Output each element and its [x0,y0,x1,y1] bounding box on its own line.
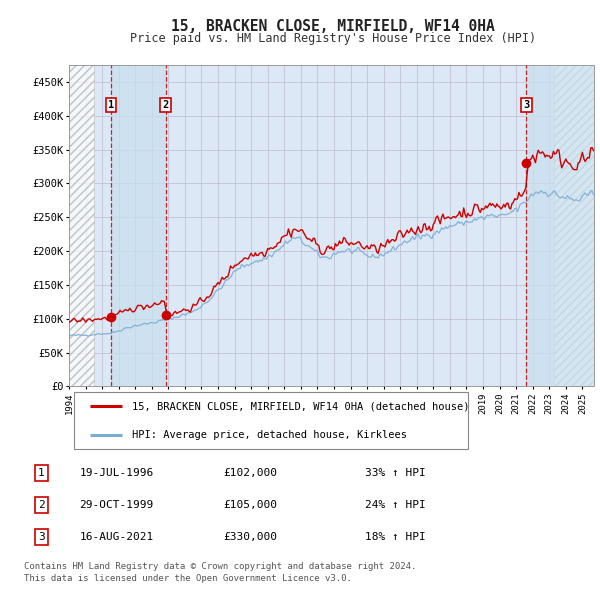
Text: 16-AUG-2021: 16-AUG-2021 [80,532,154,542]
Text: £330,000: £330,000 [224,532,278,542]
FancyBboxPatch shape [74,392,468,449]
Text: 3: 3 [523,100,530,110]
Text: 2: 2 [38,500,45,510]
Text: 18% ↑ HPI: 18% ↑ HPI [365,532,425,542]
Text: 1: 1 [108,100,114,110]
Bar [111,65,166,386]
Text: Price paid vs. HM Land Registry's House Price Index (HPI): Price paid vs. HM Land Registry's House … [130,32,536,45]
Text: 2: 2 [163,100,169,110]
Bar [554,65,594,386]
Text: 1: 1 [38,468,45,478]
Text: 24% ↑ HPI: 24% ↑ HPI [365,500,425,510]
Bar [526,65,594,386]
Text: £102,000: £102,000 [224,468,278,478]
Text: 33% ↑ HPI: 33% ↑ HPI [365,468,425,478]
Text: 19-JUL-1996: 19-JUL-1996 [80,468,154,478]
Text: 15, BRACKEN CLOSE, MIRFIELD, WF14 0HA: 15, BRACKEN CLOSE, MIRFIELD, WF14 0HA [171,19,495,34]
Text: Contains HM Land Registry data © Crown copyright and database right 2024.: Contains HM Land Registry data © Crown c… [24,562,416,571]
Text: 15, BRACKEN CLOSE, MIRFIELD, WF14 0HA (detached house): 15, BRACKEN CLOSE, MIRFIELD, WF14 0HA (d… [132,401,470,411]
Text: £105,000: £105,000 [224,500,278,510]
Text: 3: 3 [38,532,45,542]
Text: 29-OCT-1999: 29-OCT-1999 [80,500,154,510]
Bar [69,65,94,386]
Text: This data is licensed under the Open Government Licence v3.0.: This data is licensed under the Open Gov… [24,574,352,583]
Text: HPI: Average price, detached house, Kirklees: HPI: Average price, detached house, Kirk… [132,430,407,440]
